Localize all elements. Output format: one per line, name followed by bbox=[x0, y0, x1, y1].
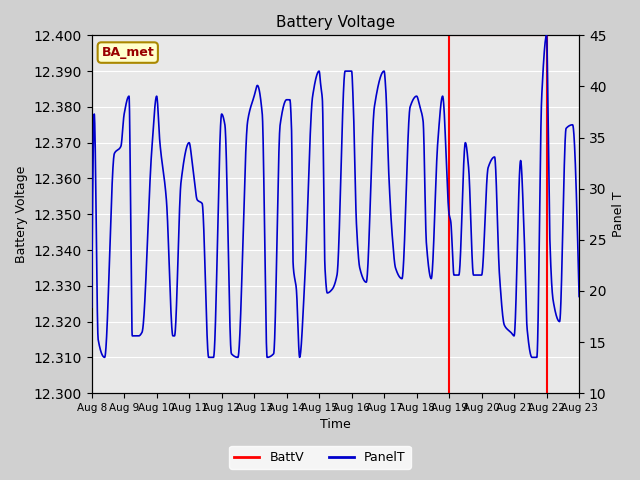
Text: BA_met: BA_met bbox=[101, 46, 154, 59]
Y-axis label: Panel T: Panel T bbox=[612, 192, 625, 237]
Y-axis label: Battery Voltage: Battery Voltage bbox=[15, 166, 28, 263]
Legend: BattV, PanelT: BattV, PanelT bbox=[229, 446, 411, 469]
Title: Battery Voltage: Battery Voltage bbox=[276, 15, 395, 30]
X-axis label: Time: Time bbox=[320, 419, 351, 432]
